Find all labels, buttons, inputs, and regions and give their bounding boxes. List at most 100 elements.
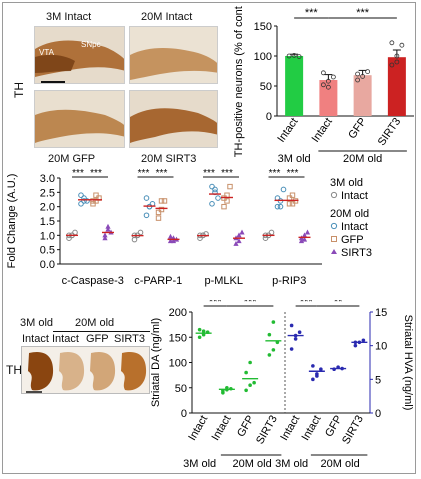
data-point <box>84 198 90 204</box>
hva-x-tick-label: SIRT3 <box>340 414 366 447</box>
right-y-tick-label: 0 <box>375 408 381 420</box>
left-y-tick-label: 0 <box>181 408 187 420</box>
data-point <box>78 201 84 207</box>
data-point <box>277 203 284 210</box>
significance-label: ** <box>334 300 343 308</box>
data-point <box>236 232 242 238</box>
data-point <box>239 229 245 235</box>
da-x-tick-label: Intact <box>210 414 234 443</box>
legend-label: GFP <box>341 234 364 246</box>
micrograph-20m-gfp <box>34 90 125 148</box>
hva-data-point <box>353 343 358 348</box>
hva-data-point <box>289 347 294 351</box>
x-tick-label: Intact <box>310 116 335 145</box>
striatal-da-hva-chart: 0 50 100 150 200 0 5 10 15 Striatal DA (ng/ml) Str… <box>150 300 414 470</box>
significance-label: *** <box>221 168 233 179</box>
legend-group-label: 3M old <box>330 177 363 189</box>
hva-data-point <box>311 364 315 368</box>
striatum-slice <box>28 351 54 391</box>
micrograph-20m-sirt3 <box>129 90 218 148</box>
micrograph-20m-intact <box>129 26 218 84</box>
data-point <box>158 206 165 213</box>
x-category-label: c-Caspase-3 <box>62 275 124 287</box>
data-point <box>325 84 331 90</box>
hva-data-point <box>311 377 315 382</box>
micrograph-label-20m-intact: 20M Intact <box>141 11 193 23</box>
data-point <box>394 59 400 65</box>
bar <box>319 80 338 116</box>
data-point <box>105 223 111 229</box>
region-label-snpc: SNpc <box>81 40 101 49</box>
data-point <box>280 186 287 193</box>
data-point <box>167 233 174 239</box>
data-point <box>78 192 84 199</box>
legend-group-label: 20M old <box>330 208 369 220</box>
da-data-point <box>197 335 202 340</box>
panel-d-age-young: 3M old <box>20 317 54 329</box>
right-y-tick-label: 10 <box>375 341 387 353</box>
data-point <box>143 212 150 219</box>
y-tick-label: 0.0 <box>40 259 55 271</box>
significance-label: *** <box>90 168 102 179</box>
bar <box>285 56 304 116</box>
data-point <box>81 198 87 204</box>
data-point <box>155 209 162 216</box>
da-x-tick-label: Intact <box>186 414 210 443</box>
striatum-slices-image <box>21 346 150 394</box>
legend-marker <box>330 222 338 230</box>
legend-label: SIRT3 <box>341 247 372 259</box>
x-tick-label: GFP <box>346 116 369 141</box>
x-category-label: c-PARP-1 <box>134 275 182 287</box>
data-point <box>291 53 297 58</box>
da-x-tick-label: GFP <box>235 414 257 440</box>
x-tick-label: Intact <box>275 116 300 145</box>
da-data-point <box>248 383 252 388</box>
significance-label: *** <box>300 300 314 308</box>
data-point <box>233 240 239 246</box>
da-data-point <box>201 329 206 333</box>
data-point <box>161 198 168 204</box>
right-y-tick-label: 15 <box>375 307 387 319</box>
significance-label: *** <box>72 168 84 179</box>
group-label-20m: 20M old <box>233 458 272 470</box>
data-point <box>221 203 227 210</box>
significance-label: *** <box>287 168 299 179</box>
data-point <box>320 82 326 88</box>
data-point <box>389 40 395 46</box>
panel-d-group-label: SIRT3 <box>114 333 145 345</box>
y-tick-label: 100 <box>254 51 272 63</box>
hva-data-point <box>361 338 366 343</box>
da-data-point <box>248 360 252 365</box>
y-tick-label: 150 <box>254 21 272 33</box>
y-tick-label: 2.5 <box>40 187 55 199</box>
bar <box>387 57 406 116</box>
data-point <box>93 192 99 198</box>
hva-data-point <box>297 330 302 334</box>
da-data-point <box>271 320 276 324</box>
data-point <box>209 201 215 207</box>
group-label-3m: 3M old <box>275 458 308 470</box>
group-label-20m: 20M old <box>321 458 360 470</box>
data-point <box>304 229 311 235</box>
legend-marker <box>331 236 337 242</box>
x-category-label: p-RIP3 <box>272 275 306 287</box>
hva-data-point <box>293 337 298 341</box>
data-point <box>330 74 336 80</box>
data-point <box>215 195 221 201</box>
da-data-point <box>267 353 272 357</box>
striatum-slice <box>121 351 147 391</box>
da-data-point <box>244 388 248 393</box>
data-point <box>155 215 162 221</box>
hva-data-point <box>315 372 319 376</box>
data-point <box>224 198 230 204</box>
legend-marker <box>331 249 337 254</box>
fold-change-scatter-chart: 0.0 0.5 1.0 1.5 2.0 2.5 3.0 Fold Change (A.U.) *… <box>6 168 372 287</box>
micrograph-label-20m-sirt3: 20M SIRT3 <box>141 153 197 165</box>
da-data-point <box>267 332 272 337</box>
data-point <box>170 238 177 244</box>
da-x-tick-label: SIRT3 <box>254 414 280 447</box>
data-point <box>389 62 395 68</box>
data-point <box>365 69 371 74</box>
data-point <box>224 192 230 198</box>
group-label-3m: 3M old <box>278 153 311 165</box>
